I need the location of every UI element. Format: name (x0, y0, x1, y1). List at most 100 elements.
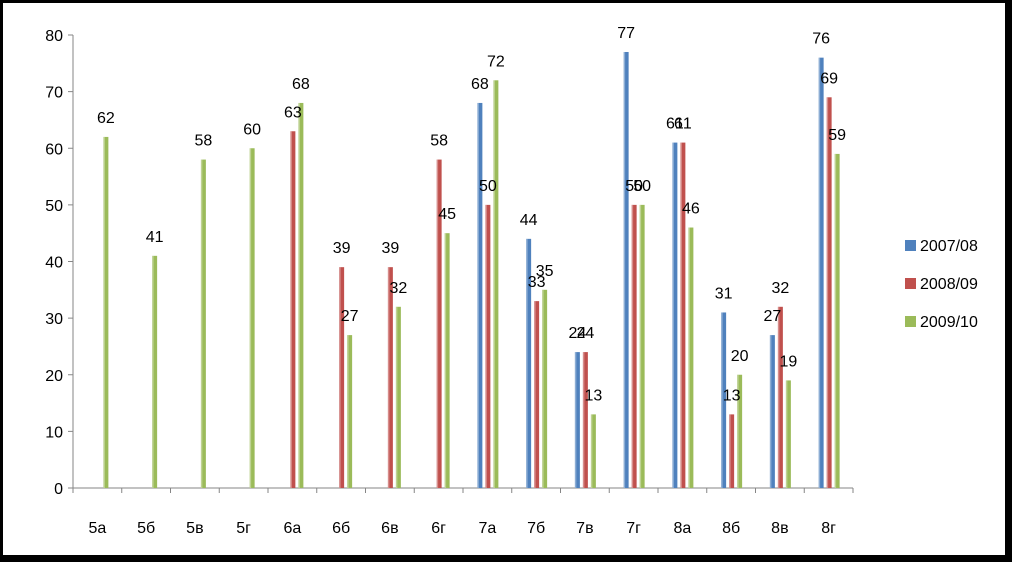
data-label: 20 (731, 348, 749, 365)
x-tick-label: 6б (332, 520, 350, 537)
data-label: 24 (568, 325, 586, 342)
bar-highlight (339, 267, 341, 488)
data-labels: 68 44 24 77 61 31 27 76 63 39 39 58 50 33 24 50 61 13 32 69… (97, 25, 846, 404)
data-label: 13 (723, 387, 741, 404)
data-label: 77 (617, 25, 635, 42)
x-tick-label: 7г (626, 520, 641, 537)
data-label: 76 (812, 31, 830, 48)
bar-highlight (542, 289, 544, 488)
y-tick-label: 50 (45, 198, 63, 215)
x-tick-label: 6г (431, 520, 446, 537)
legend-swatch (905, 240, 916, 251)
bar-highlight (623, 51, 626, 489)
bar-2008-09-7в (582, 352, 588, 488)
bar-highlight (729, 414, 731, 488)
x-tick-label: 5а (88, 520, 106, 537)
bar-2007-08-7г (623, 51, 629, 489)
data-label: 45 (438, 206, 456, 223)
bar-2009-10-7в (590, 414, 596, 488)
data-label: 72 (487, 53, 505, 70)
data-label: 68 (292, 76, 310, 93)
legend: 2007/08 2008/09 2009/10 (905, 238, 978, 331)
bar-highlight (290, 131, 292, 488)
bar-2008-09-8в (777, 306, 783, 488)
bar-highlight (574, 352, 577, 488)
bar-highlight (493, 80, 495, 489)
bar-2009-10-5а (103, 136, 109, 489)
y-tick-label: 30 (45, 311, 63, 328)
y-axis-ticks: 0 10 20 30 40 50 60 70 80 (45, 28, 73, 498)
data-label: 46 (682, 201, 700, 218)
bar-highlight (444, 233, 447, 488)
bar-highlight (200, 159, 203, 488)
x-tick-label: 5г (236, 520, 251, 537)
bar-chart: 0 10 20 30 40 50 60 70 80 5а 5б 5в 5г 6а 6б 6в 6г 7а 7б 7в… (45, 25, 978, 537)
y-tick-label: 60 (45, 141, 63, 158)
x-tick-label: 6в (381, 520, 398, 537)
bars (103, 51, 840, 489)
axes (72, 35, 853, 489)
bar-2009-10-6г (444, 233, 450, 488)
bar-highlight (818, 57, 821, 489)
data-label: 27 (763, 308, 781, 325)
data-label: 61 (674, 116, 692, 133)
bar-2008-09-6г (436, 159, 442, 488)
bar-2009-10-7а (493, 80, 499, 489)
bar-highlight (485, 204, 487, 488)
data-label: 60 (243, 121, 261, 138)
legend-swatch (905, 278, 916, 289)
bar-2009-10-7г (639, 204, 645, 488)
y-tick-label: 80 (45, 28, 63, 45)
x-tick-label: 7б (527, 520, 545, 537)
bar-highlight (631, 204, 634, 488)
bar-2007-08-8в (769, 335, 775, 488)
bar-2008-09-7г (631, 204, 637, 488)
x-tick-label: 8в (771, 520, 788, 537)
bar-highlight (777, 306, 780, 488)
x-tick-label: 7в (576, 520, 593, 537)
data-label: 61 (666, 116, 684, 133)
y-tick-label: 70 (45, 85, 63, 102)
x-axis-ticks: 5а 5б 5в 5г 6а 6б 6в 6г 7а 7б 7в 7г 8а 8б 8в 8г (72, 488, 854, 537)
x-tick-label: 8б (722, 520, 740, 537)
legend-swatch (905, 316, 916, 327)
x-tick-label: 5в (186, 520, 203, 537)
data-label: 63 (284, 104, 302, 121)
y-tick-label: 20 (45, 368, 63, 385)
bar-highlight (534, 301, 536, 488)
data-label: 19 (779, 353, 797, 370)
data-label: 39 (333, 240, 351, 257)
bar-2009-10-8б (737, 374, 743, 488)
bar-2008-09-7б (534, 301, 540, 488)
x-tick-label: 8г (821, 520, 836, 537)
bar-highlight (688, 227, 690, 488)
bar-2009-10-8в (785, 380, 791, 488)
bar-2008-09-6в (387, 267, 393, 488)
bar-highlight (590, 414, 593, 488)
x-tick-label: 5б (137, 520, 155, 537)
bar-2007-08-8а (672, 142, 678, 488)
data-label: 13 (584, 387, 602, 404)
data-label: 32 (389, 280, 407, 297)
bar-2009-10-5в (200, 159, 206, 488)
data-label: 68 (471, 76, 489, 93)
data-label: 35 (536, 263, 554, 280)
bar-2007-08-7а (477, 102, 483, 488)
bar-highlight (737, 374, 739, 488)
bar-2009-10-8а (688, 227, 694, 488)
bar-2008-09-8г (826, 97, 832, 488)
bar-highlight (826, 97, 829, 488)
bar-2009-10-5б (152, 255, 158, 488)
bar-highlight (103, 136, 105, 489)
bar-2007-08-8б (721, 312, 727, 488)
bar-highlight (834, 153, 837, 488)
legend-label: 2007/08 (920, 238, 978, 255)
bar-highlight (387, 267, 390, 488)
bar-highlight (672, 142, 674, 488)
data-label: 44 (520, 212, 538, 229)
x-tick-label: 7а (478, 520, 496, 537)
bar-highlight (721, 312, 723, 488)
data-label: 50 (633, 178, 651, 195)
data-label: 69 (820, 70, 838, 87)
y-tick-label: 0 (54, 481, 63, 498)
